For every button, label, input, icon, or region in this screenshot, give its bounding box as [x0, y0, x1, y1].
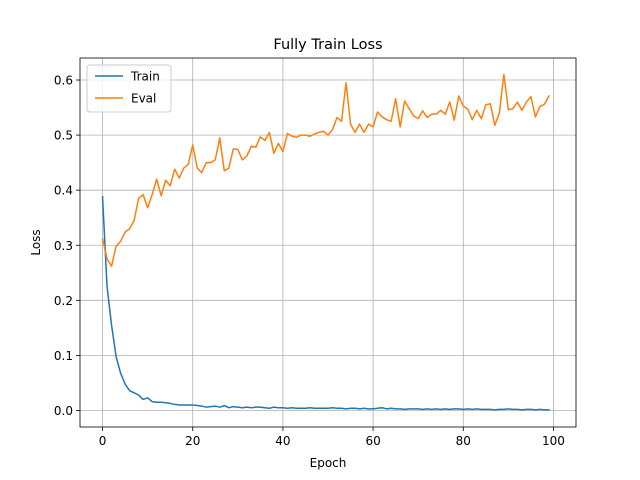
y-tick-label: 0.6 [54, 74, 73, 88]
grid [80, 58, 576, 427]
series-layer [101, 73, 550, 411]
y-axis-label: Loss [29, 229, 43, 255]
x-tick-label: 40 [275, 434, 290, 448]
y-tick-label: 0.3 [54, 239, 73, 253]
chart-title: Fully Train Loss [273, 37, 382, 53]
y-axis-ticks: 0.0 0.1 0.2 0.3 0.4 0.5 0.6 [54, 74, 80, 418]
y-tick-label: 0.0 [54, 404, 73, 418]
x-axis-ticks: 0 20 40 60 80 100 [99, 427, 565, 448]
series-line-eval [101, 73, 550, 267]
x-tick-label: 80 [456, 434, 471, 448]
series-line-train [101, 196, 550, 411]
x-axis-label: Epoch [310, 456, 347, 470]
legend-label-train: Train [130, 70, 160, 84]
x-tick-label: 20 [185, 434, 200, 448]
y-tick-label: 0.1 [54, 349, 73, 363]
x-tick-label: 60 [365, 434, 380, 448]
legend-label-eval: Eval [131, 92, 156, 106]
y-tick-label: 0.4 [54, 184, 73, 198]
y-tick-label: 0.5 [54, 129, 73, 143]
plot-frame [79, 57, 577, 428]
legend: Train Eval [86, 64, 172, 113]
y-tick-label: 0.2 [54, 294, 73, 308]
x-tick-label: 100 [542, 434, 565, 448]
x-tick-label: 0 [99, 434, 107, 448]
